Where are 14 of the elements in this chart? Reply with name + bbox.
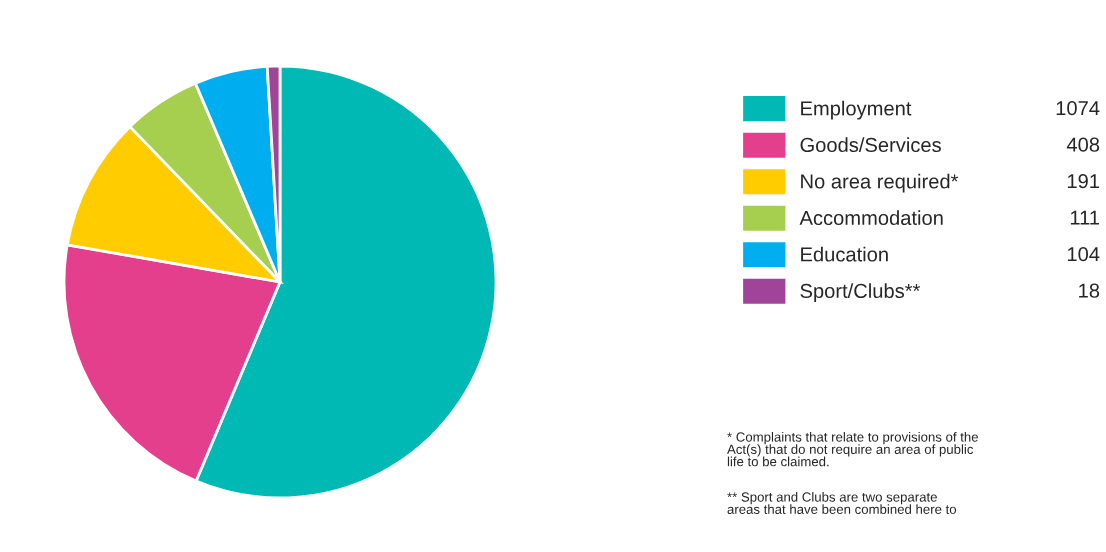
data-label: 1074 xyxy=(1056,101,1100,116)
data-label: 111 xyxy=(1070,210,1100,225)
legend-label: Sport/Clubs** xyxy=(800,283,921,303)
data-label: 191 xyxy=(1067,174,1100,189)
legend-label: No area required* xyxy=(801,173,959,193)
text: ** Sport and Clubs are two separate areas that have been combined here to xyxy=(727,492,957,514)
data-label: 18 xyxy=(1079,283,1100,298)
legend-label: Education xyxy=(801,246,888,262)
data-label: 104 xyxy=(1067,247,1100,262)
legend-label: Goods/Services xyxy=(800,137,941,153)
text: * Complaints that relate to provisions of the Act(s) that do not require an area of public life to be claimed. xyxy=(727,432,978,467)
data-label: 408 xyxy=(1066,137,1100,152)
legend-label: Employment xyxy=(801,100,912,120)
legend-label: Accommodation xyxy=(799,210,943,226)
